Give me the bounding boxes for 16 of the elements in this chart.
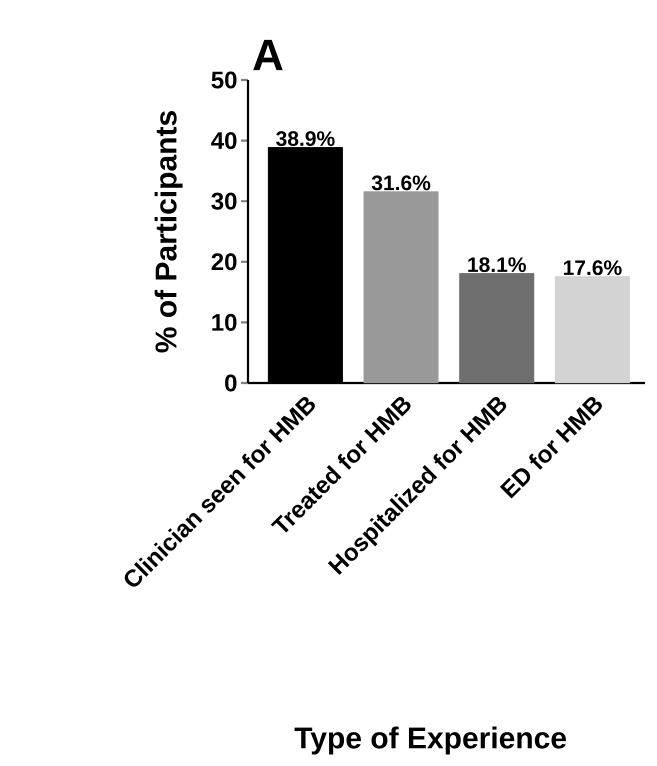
data-label: 18.1% (468, 257, 526, 272)
chart-title: A (253, 40, 283, 70)
y-axis-title: % of Participants (154, 111, 183, 352)
y-tick-label: 20 (212, 253, 236, 270)
y-tick-label: 50 (212, 71, 236, 88)
data-label: 17.6% (564, 260, 622, 276)
x-axis-title: Type of Experience (294, 726, 566, 755)
y-tick-label: 30 (211, 192, 236, 210)
y-tick-label: 40 (211, 132, 236, 150)
data-label: 38.9% (276, 131, 335, 146)
y-tick-label: 10 (212, 314, 236, 331)
bar (554, 276, 630, 384)
bar (459, 273, 534, 384)
data-label: 31.6% (372, 175, 430, 190)
bar (364, 191, 439, 384)
y-tick-label: 0 (225, 374, 236, 392)
